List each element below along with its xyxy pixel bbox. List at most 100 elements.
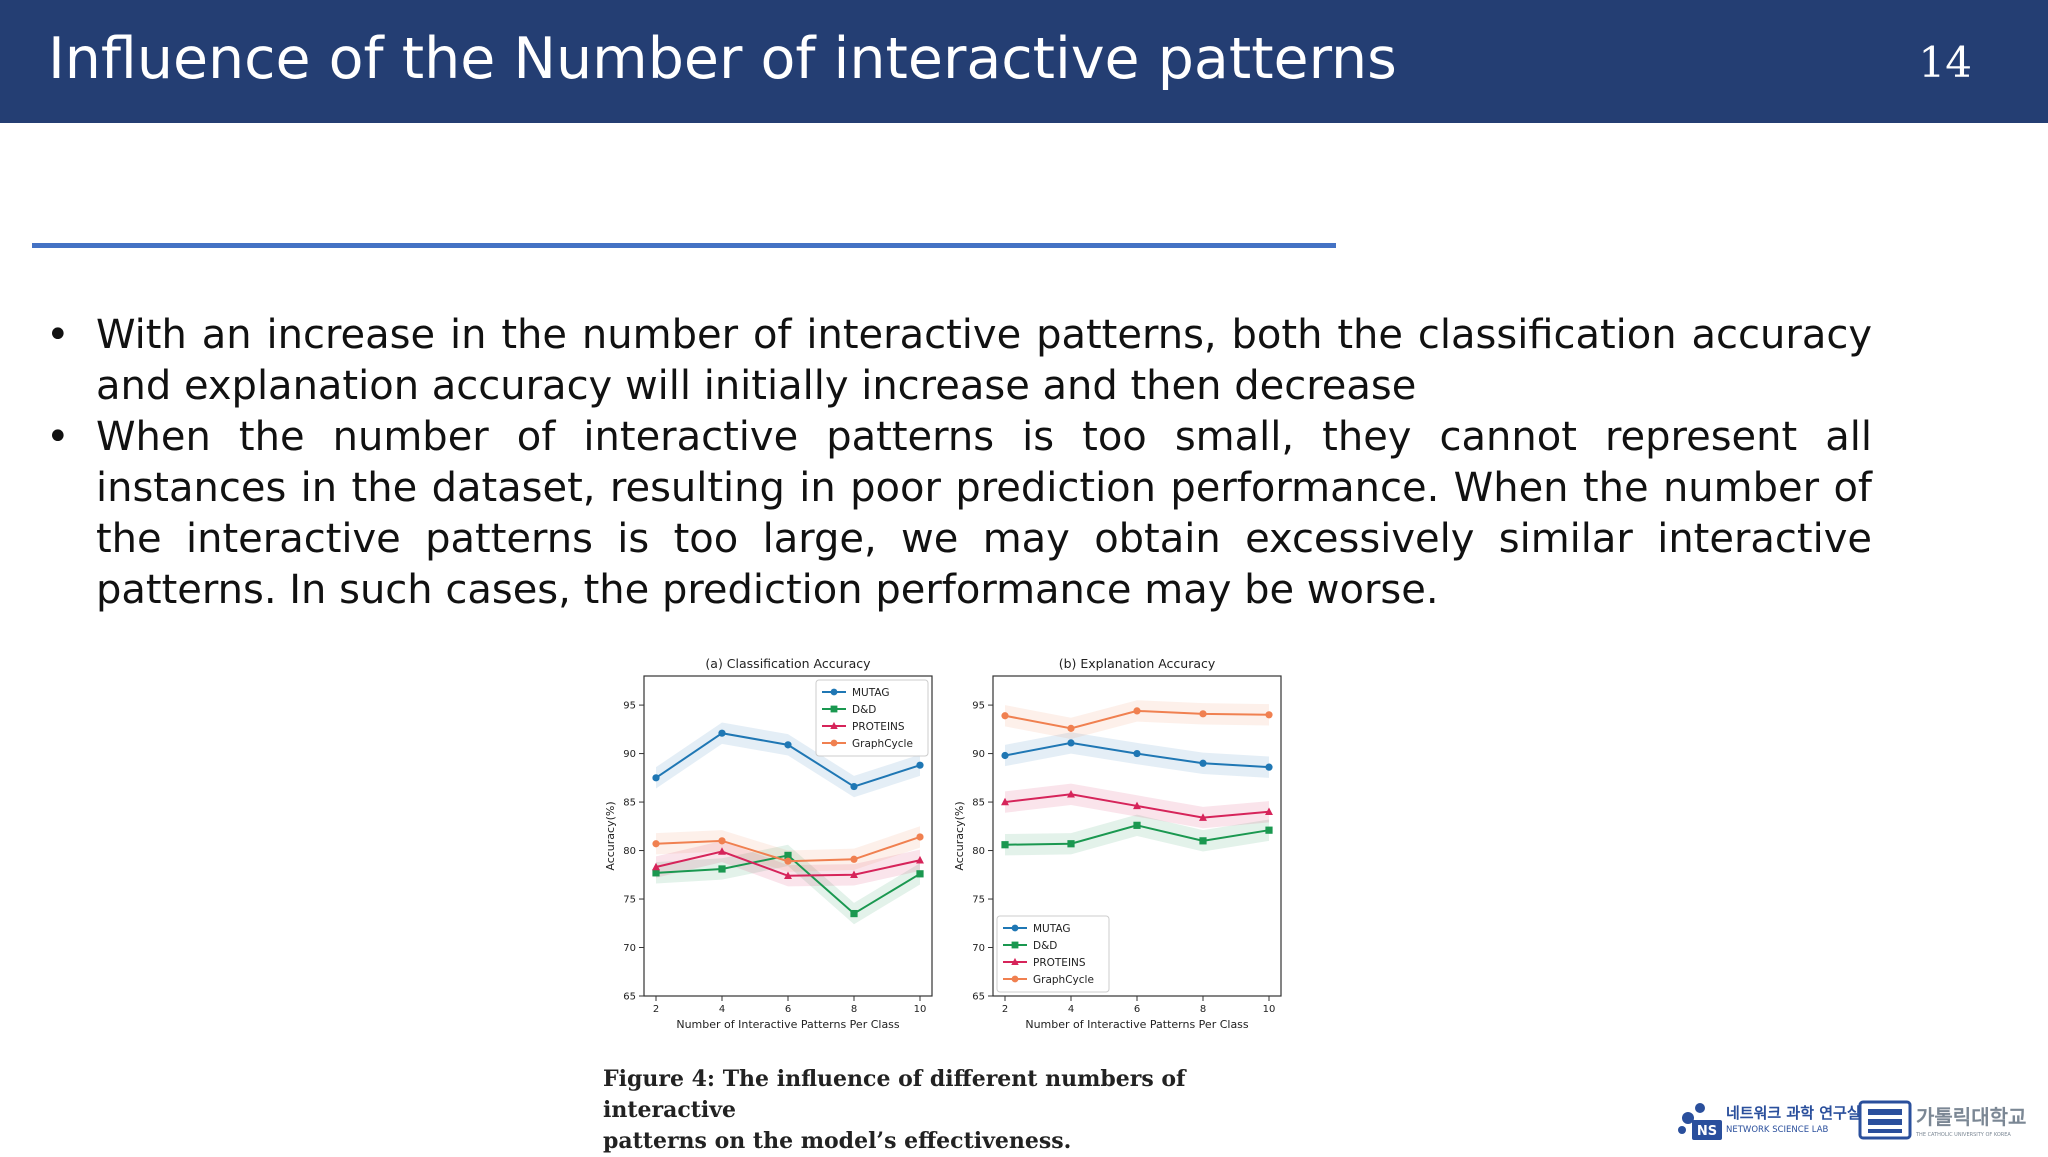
bullet-text: When the number of interactive patterns … bbox=[96, 414, 1872, 613]
data-point bbox=[1067, 739, 1075, 747]
series-confidence-band bbox=[656, 844, 920, 925]
legend-label: GraphCycle bbox=[1033, 974, 1094, 986]
legend-label: D&D bbox=[852, 704, 876, 716]
data-point bbox=[916, 761, 924, 769]
legend-label: PROTEINS bbox=[852, 721, 905, 733]
university-english-name: THE CATHOLIC UNIVERSITY OF KOREA bbox=[1915, 1132, 2011, 1138]
data-point bbox=[784, 871, 792, 879]
series-confidence-band bbox=[1005, 700, 1269, 740]
data-point bbox=[784, 857, 792, 865]
data-point bbox=[718, 865, 726, 873]
data-point bbox=[652, 862, 660, 871]
legend-label: GraphCycle bbox=[852, 738, 913, 750]
series-confidence-band bbox=[656, 722, 920, 798]
x-tick-label: 8 bbox=[1200, 1004, 1206, 1015]
chart-panel: (b) Explanation Accuracy 65 70 75 80 85 90 95 2 4… bbox=[953, 656, 1282, 1031]
data-point bbox=[1133, 749, 1141, 758]
data-point bbox=[1001, 751, 1009, 760]
data-point bbox=[718, 847, 726, 855]
x-tick-label: 10 bbox=[1263, 1004, 1276, 1015]
data-point bbox=[1011, 941, 1019, 949]
data-point bbox=[850, 855, 858, 863]
x-tick-label: 2 bbox=[1002, 1004, 1008, 1015]
y-tick-label: 75 bbox=[623, 895, 636, 906]
x-tick-label: 2 bbox=[653, 1004, 659, 1015]
slide-title: Influence of the Number of interactive p… bbox=[48, 26, 1397, 92]
legend-box bbox=[996, 915, 1110, 993]
data-point bbox=[784, 851, 792, 859]
data-point bbox=[850, 870, 858, 879]
legend-label: PROTEINS bbox=[1033, 957, 1086, 969]
data-point bbox=[916, 870, 924, 878]
institution-logos: NS 네트워크 과학 연구실 NETWORK SCIENCE LAB 가톨릭대학… bbox=[1678, 1100, 2026, 1140]
data-point bbox=[1011, 924, 1019, 932]
data-point bbox=[830, 721, 838, 730]
data-point bbox=[1265, 807, 1273, 815]
figure-charts: (a) Classification Accuracy 65 70 75 80 85 90 9… bbox=[604, 656, 1282, 1031]
y-tick-label: 90 bbox=[623, 749, 636, 760]
data-point bbox=[1199, 837, 1207, 845]
y-tick-label: 95 bbox=[972, 701, 985, 712]
x-axis-label: Number of Interactive Patterns Per Class bbox=[676, 1018, 900, 1031]
bullet-text: With an increase in the number of intera… bbox=[96, 312, 1872, 409]
chart-legend: MUTAG D&D PROTEINS GraphCycle bbox=[996, 915, 1110, 993]
y-tick-label: 75 bbox=[972, 895, 985, 906]
data-point bbox=[1133, 821, 1141, 829]
chart-title: (a) Classification Accuracy bbox=[705, 656, 871, 671]
x-tick-label: 10 bbox=[914, 1004, 927, 1015]
data-point bbox=[830, 739, 838, 747]
data-point bbox=[1011, 957, 1019, 966]
y-tick-label: 70 bbox=[623, 943, 636, 954]
data-point bbox=[1265, 711, 1273, 719]
chart-legend: MUTAG D&D PROTEINS GraphCycle bbox=[815, 679, 929, 757]
lab-english-name: NETWORK SCIENCE LAB bbox=[1726, 1125, 1829, 1135]
data-point bbox=[830, 688, 838, 696]
y-tick-label: 70 bbox=[972, 943, 985, 954]
x-tick-label: 6 bbox=[785, 1004, 791, 1015]
data-point bbox=[1199, 710, 1207, 718]
x-tick-label: 4 bbox=[1068, 1004, 1074, 1015]
legend-label: MUTAG bbox=[1033, 923, 1070, 935]
data-point bbox=[1001, 797, 1009, 806]
university-korean-name: 가톨릭대학교 bbox=[1916, 1105, 2026, 1129]
data-point bbox=[718, 729, 726, 737]
figure-caption: Figure 4: The influence of different num… bbox=[603, 1064, 1323, 1157]
data-point bbox=[1067, 789, 1075, 798]
data-point bbox=[850, 909, 858, 918]
y-axis-label: Accuracy(%) bbox=[953, 801, 966, 870]
title-underline bbox=[32, 243, 1336, 248]
x-tick-label: 8 bbox=[851, 1004, 857, 1015]
y-tick-label: 90 bbox=[972, 749, 985, 760]
x-tick-label: 6 bbox=[1134, 1004, 1140, 1015]
catholic-university-logo: 가톨릭대학교 THE CATHOLIC UNIVERSITY OF KOREA bbox=[1858, 1100, 2026, 1140]
data-point bbox=[652, 869, 660, 877]
data-point bbox=[916, 855, 924, 864]
y-tick-label: 85 bbox=[623, 798, 636, 809]
chart-panel: (a) Classification Accuracy 65 70 75 80 85 90 9… bbox=[604, 656, 933, 1031]
data-point bbox=[1199, 813, 1207, 821]
data-point bbox=[830, 705, 838, 713]
data-point bbox=[1067, 840, 1075, 848]
data-point bbox=[1265, 826, 1273, 834]
y-tick-label: 65 bbox=[623, 992, 636, 1003]
data-point bbox=[1133, 801, 1141, 810]
y-tick-label: 80 bbox=[623, 846, 636, 857]
y-axis-label: Accuracy(%) bbox=[604, 801, 617, 870]
data-point bbox=[1001, 712, 1009, 720]
data-point bbox=[1133, 707, 1141, 715]
data-point bbox=[1067, 724, 1075, 732]
bullet-marker: • bbox=[46, 414, 70, 460]
legend-label: MUTAG bbox=[852, 687, 889, 699]
network-science-lab-logo: NS 네트워크 과학 연구실 NETWORK SCIENCE LAB bbox=[1678, 1103, 1861, 1140]
data-point bbox=[652, 774, 660, 782]
x-tick-label: 4 bbox=[719, 1004, 725, 1015]
data-point bbox=[784, 741, 792, 749]
data-point bbox=[718, 837, 726, 845]
bullet-item: • With an increase in the number of inte… bbox=[46, 310, 1872, 412]
data-point bbox=[1265, 763, 1273, 771]
data-point bbox=[1001, 841, 1009, 849]
legend-box bbox=[815, 679, 929, 757]
data-point bbox=[1199, 759, 1207, 767]
bullet-list: • With an increase in the number of inte… bbox=[46, 310, 1872, 616]
legend-label: D&D bbox=[1033, 940, 1057, 952]
